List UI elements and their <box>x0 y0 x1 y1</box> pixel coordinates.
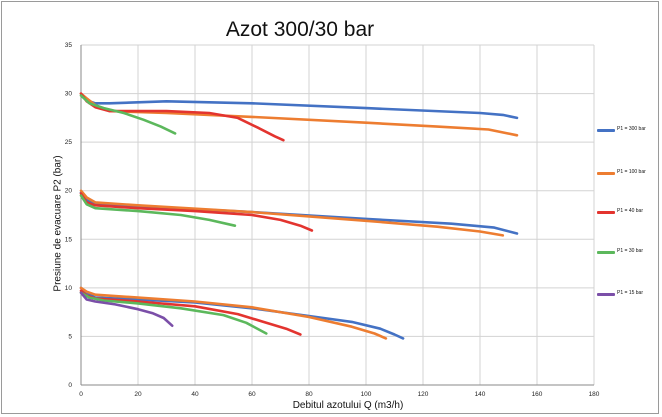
series-line-2-1 <box>79 92 519 137</box>
y-tick-label: 10 <box>65 285 73 292</box>
legend-swatch <box>597 211 615 214</box>
y-tick-label: 35 <box>65 42 73 49</box>
x-tick-label: 40 <box>191 391 199 398</box>
y-tick-label: 5 <box>68 333 72 340</box>
x-tick-label: 140 <box>475 391 486 398</box>
legend-label: P1 = 300 bar <box>617 126 646 132</box>
x-tick-label: 80 <box>305 391 313 398</box>
series-line-4-3 <box>79 291 268 335</box>
legend-label: P1 = 100 bar <box>617 169 646 175</box>
series-line-1-1 <box>79 92 519 120</box>
series-line-1-3 <box>79 286 405 340</box>
legend-swatch <box>597 251 615 254</box>
series-line-5-1 <box>79 291 174 328</box>
y-tick-label: 20 <box>65 188 73 195</box>
chart-title: Azot 300/30 bar <box>225 18 375 41</box>
legend-swatch <box>597 293 615 296</box>
legend-swatch <box>597 172 615 175</box>
y-tick-label: 25 <box>65 139 73 146</box>
series-line-2-3 <box>79 286 388 340</box>
x-tick-label: 120 <box>418 391 429 398</box>
x-tick-label: 160 <box>532 391 543 398</box>
x-tick-label: 20 <box>134 391 142 398</box>
legend-swatch <box>597 129 615 132</box>
series-line-4-1 <box>79 94 177 135</box>
series-line-2-2 <box>79 189 505 237</box>
series-line-3-2 <box>79 192 314 232</box>
y-tick-label: 15 <box>65 236 73 243</box>
series-line-4-2 <box>79 194 237 227</box>
legend-label: P1 = 30 bar <box>617 248 643 254</box>
y-tick-label: 0 <box>68 382 72 389</box>
legend-label: P1 = 40 bar <box>617 208 643 214</box>
x-tick-label: 180 <box>589 391 600 398</box>
x-tick-label: 60 <box>248 391 256 398</box>
x-axis-label: Debitul azotului Q (m3/h) <box>292 400 404 411</box>
x-tick-label: 0 <box>79 391 83 398</box>
x-tick-label: 100 <box>361 391 372 398</box>
y-tick-label: 30 <box>65 91 73 98</box>
legend-label: P1 = 15 bar <box>617 290 643 296</box>
